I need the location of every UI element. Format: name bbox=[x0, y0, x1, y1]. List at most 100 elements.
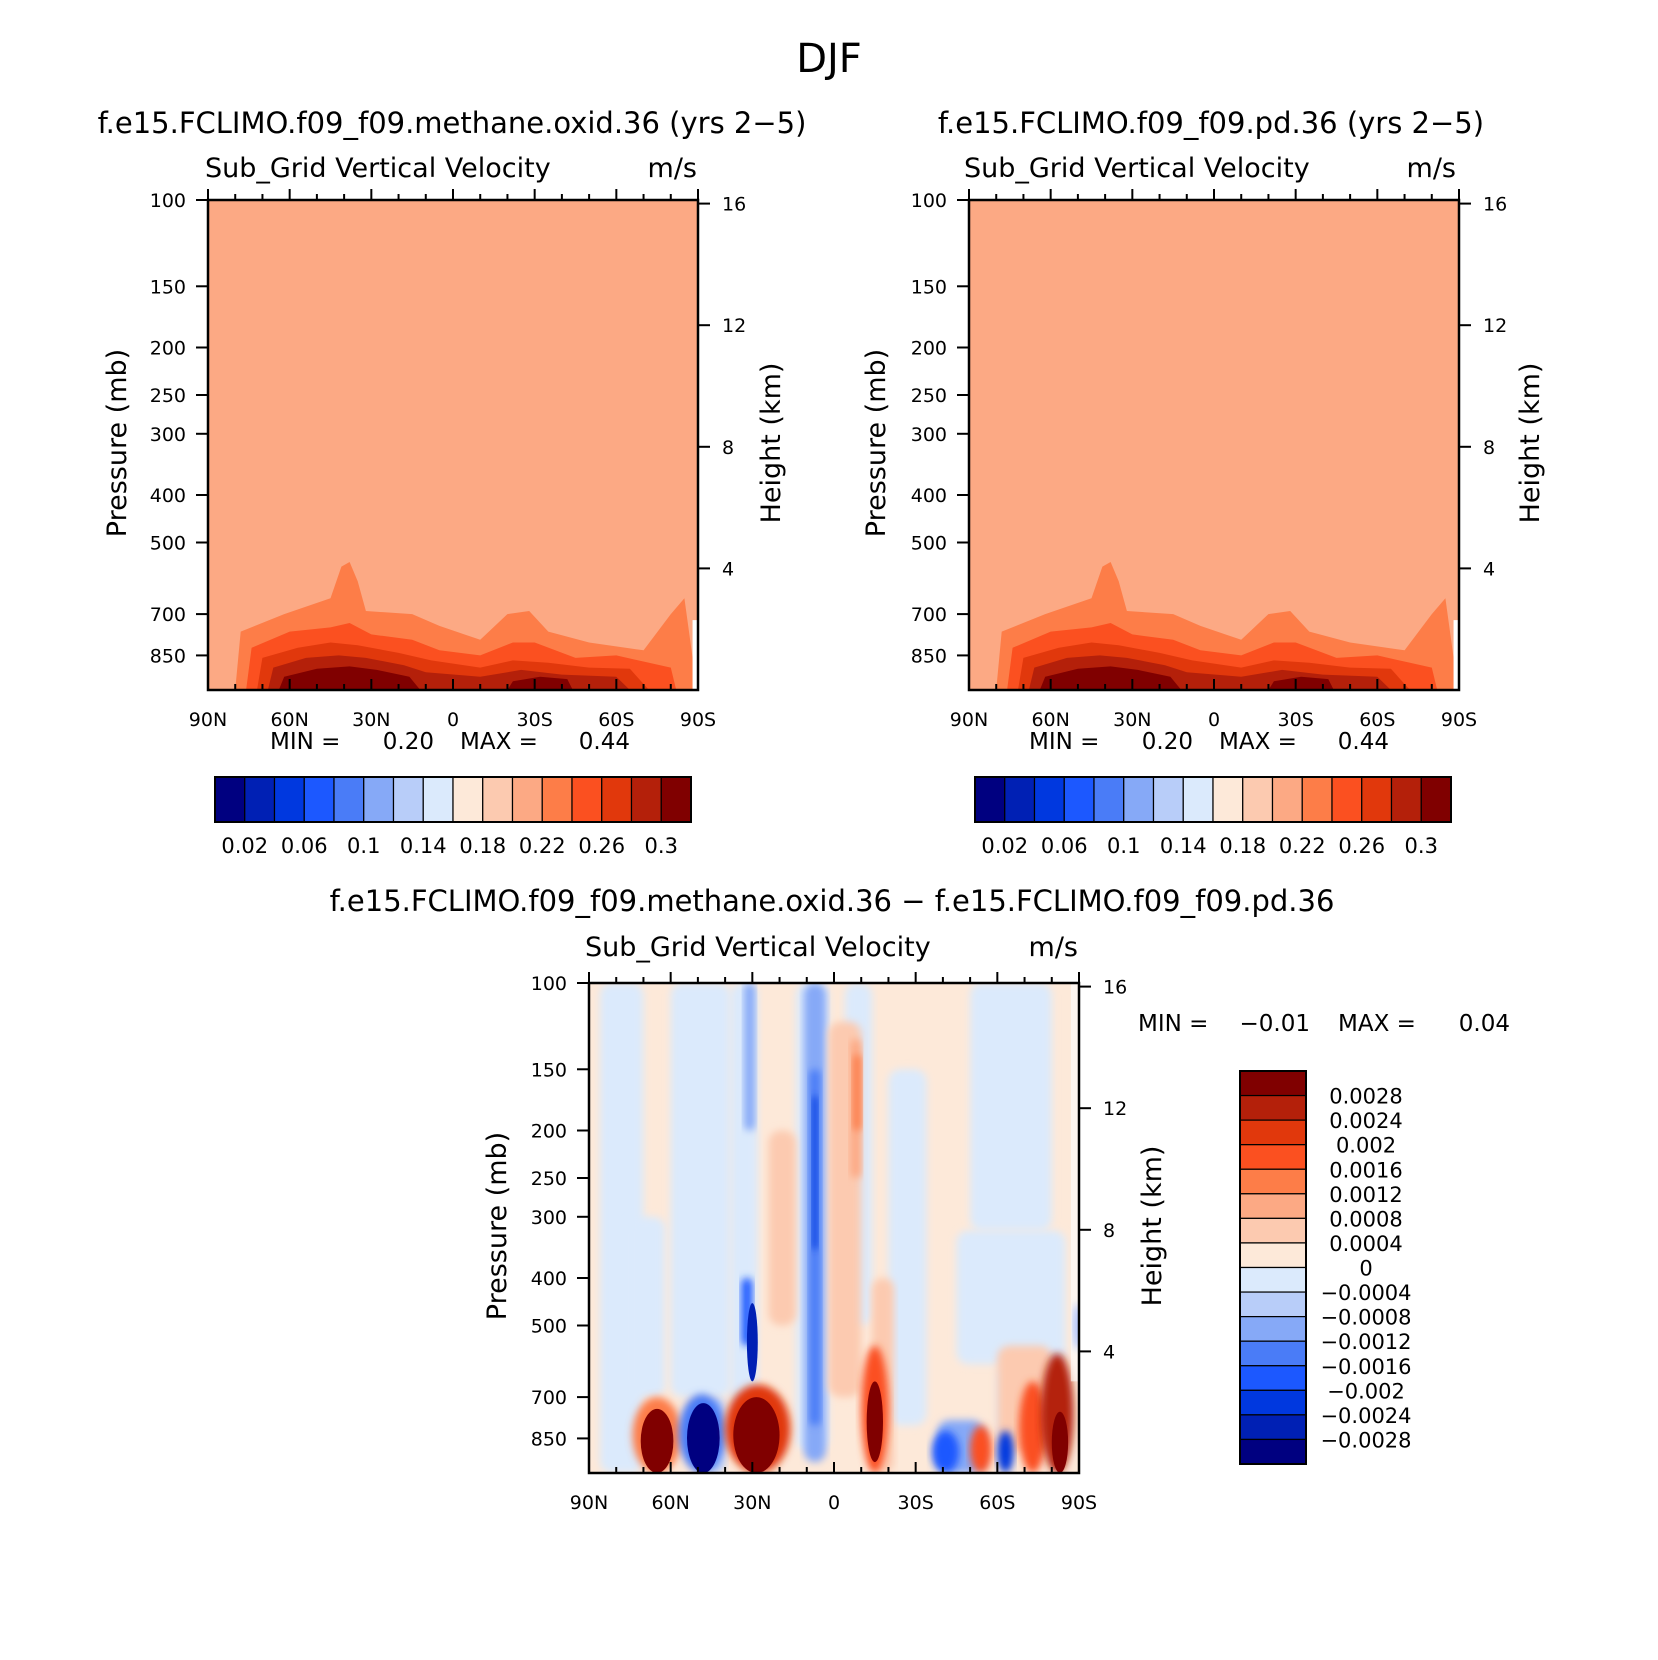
colorbar-box bbox=[244, 776, 276, 823]
y2-tick-label: 4 bbox=[722, 558, 734, 580]
colorbar-label: −0.0012 bbox=[1320, 1330, 1411, 1354]
y-tick-label: 700 bbox=[911, 604, 947, 626]
colorbar-box bbox=[422, 776, 454, 823]
y2-tick-label: 16 bbox=[1103, 977, 1127, 999]
y-axis-title: Pressure (mb) bbox=[861, 349, 892, 537]
y-tick-label: 250 bbox=[911, 385, 947, 407]
x-tick-label: 90N bbox=[950, 709, 988, 731]
y-tick-label: 700 bbox=[150, 604, 186, 626]
x-tick-label: 30N bbox=[733, 1492, 771, 1514]
colorbar-label: 0.02 bbox=[981, 834, 1028, 858]
panel-pd: f.e15.FCLIMO.f09_f09.pd.36 (yrs 2−5) Sub… bbox=[861, 106, 1546, 858]
contour-band bbox=[1051, 1411, 1069, 1473]
colorbar-box bbox=[1239, 1438, 1307, 1465]
panel-title: f.e15.FCLIMO.f09_f09.pd.36 (yrs 2−5) bbox=[938, 106, 1484, 140]
contour-band bbox=[866, 1381, 883, 1463]
colorbar-label: −0.002 bbox=[1327, 1379, 1405, 1403]
x-tick-label: 30S bbox=[898, 1492, 934, 1514]
variable-label: Sub_Grid Vertical Velocity bbox=[205, 153, 551, 184]
x-tick-label: 0 bbox=[828, 1492, 840, 1514]
colorbar-box bbox=[511, 776, 543, 823]
x-tick-label: 90S bbox=[1061, 1492, 1097, 1514]
x-tick-label: 30N bbox=[1113, 709, 1151, 731]
colorbar-label: 0.06 bbox=[1041, 834, 1088, 858]
colorbar-box bbox=[1212, 776, 1244, 823]
colorbar-label: 0.3 bbox=[1405, 834, 1438, 858]
y-tick-label: 100 bbox=[911, 190, 947, 212]
colorbar-label: 0.22 bbox=[1279, 834, 1326, 858]
y-tick-label: 300 bbox=[911, 424, 947, 446]
y-axis-title: Pressure (mb) bbox=[482, 1132, 513, 1320]
colorbar-box bbox=[1239, 1119, 1307, 1146]
contour-band bbox=[507, 676, 573, 690]
colorbar-label: 0.1 bbox=[347, 834, 380, 858]
contour-band bbox=[1019, 1381, 1047, 1473]
colorbar-box bbox=[1239, 1389, 1307, 1416]
max-value: 0.44 bbox=[1338, 729, 1389, 755]
colorbar-box bbox=[1242, 776, 1274, 823]
contour-plot: 90N 60N 30N 0 30S 60S 90S 100 150 200 250 300 400 500… bbox=[911, 189, 1507, 731]
y-tick-label: 400 bbox=[150, 485, 186, 507]
colorbar-box bbox=[1093, 776, 1125, 823]
max-label: MAX = bbox=[1338, 1011, 1416, 1037]
variable-label: Sub_Grid Vertical Velocity bbox=[964, 153, 1310, 184]
colorbar-box bbox=[1004, 776, 1036, 823]
colorbar-box bbox=[303, 776, 335, 823]
x-tick-label: 0 bbox=[447, 709, 459, 731]
max-label: MAX = bbox=[1219, 729, 1297, 755]
x-tick-label: 30N bbox=[352, 709, 390, 731]
colorbar-label: −0.0016 bbox=[1320, 1355, 1411, 1379]
units-label: m/s bbox=[1029, 932, 1078, 963]
y-tick-label: 850 bbox=[911, 645, 947, 667]
colorbar-label: 0.002 bbox=[1336, 1134, 1396, 1158]
colorbar-box bbox=[571, 776, 603, 823]
colorbar-box bbox=[1271, 776, 1303, 823]
y-tick-label: 300 bbox=[150, 424, 186, 446]
min-value: 0.20 bbox=[1142, 729, 1193, 755]
y2-axis-title: Height (km) bbox=[756, 363, 787, 524]
contour-band bbox=[670, 983, 731, 1398]
contour-band bbox=[733, 1397, 780, 1473]
colorbar-box bbox=[1152, 776, 1184, 823]
colorbar-label: 0.26 bbox=[578, 834, 625, 858]
colorbar-box bbox=[1239, 1291, 1307, 1318]
y2-tick-label: 8 bbox=[1103, 1220, 1115, 1242]
y2-tick-label: 4 bbox=[1103, 1341, 1115, 1363]
x-tick-label: 0 bbox=[1208, 709, 1220, 731]
field-background bbox=[969, 200, 1459, 690]
units-label: m/s bbox=[648, 153, 697, 184]
colorbar-label: 0.14 bbox=[1160, 834, 1207, 858]
y2-axis-title: Height (km) bbox=[1137, 1146, 1168, 1307]
colorbar-label: −0.0008 bbox=[1320, 1306, 1411, 1330]
colorbar-box bbox=[974, 776, 1006, 823]
contour-plot: 90N 60N 30N 0 30S 60S 90S 100 150 200 250 300 400 500… bbox=[150, 189, 746, 731]
max-value: 0.04 bbox=[1459, 1011, 1510, 1037]
y2-tick-label: 12 bbox=[722, 315, 746, 337]
colorbar-box bbox=[1033, 776, 1065, 823]
y-tick-label: 150 bbox=[150, 276, 186, 298]
y2-tick-label: 8 bbox=[1483, 437, 1495, 459]
colorbar-label: −0.0024 bbox=[1320, 1404, 1411, 1428]
y-tick-label: 200 bbox=[531, 1121, 567, 1143]
y-tick-label: 100 bbox=[531, 973, 567, 995]
contour-band bbox=[1268, 676, 1334, 690]
colorbar-box bbox=[1123, 776, 1155, 823]
colorbar-box bbox=[1239, 1365, 1307, 1391]
colorbar-label: 0.1 bbox=[1107, 834, 1140, 858]
panel-difference: f.e15.FCLIMO.f09_f09.methane.oxid.36 − f… bbox=[330, 884, 1510, 1514]
missing-data bbox=[1070, 983, 1079, 1382]
colorbar: 0.02 0.06 0.1 0.14 0.18 0.22 0.26 0.3 bbox=[214, 776, 692, 858]
y-tick-label: 150 bbox=[531, 1059, 567, 1081]
contour-fill bbox=[589, 983, 1079, 1473]
x-tick-label: 90N bbox=[570, 1492, 608, 1514]
colorbar-box bbox=[1239, 1070, 1307, 1097]
colorbar-box bbox=[1239, 1414, 1307, 1441]
y2-tick-label: 12 bbox=[1483, 315, 1507, 337]
y-tick-label: 400 bbox=[911, 485, 947, 507]
contour-band bbox=[888, 1069, 927, 1426]
x-tick-label: 90N bbox=[189, 709, 227, 731]
x-tick-label: 90S bbox=[680, 709, 716, 731]
min-value: −0.01 bbox=[1240, 1011, 1310, 1037]
colorbar-box bbox=[1331, 776, 1363, 823]
